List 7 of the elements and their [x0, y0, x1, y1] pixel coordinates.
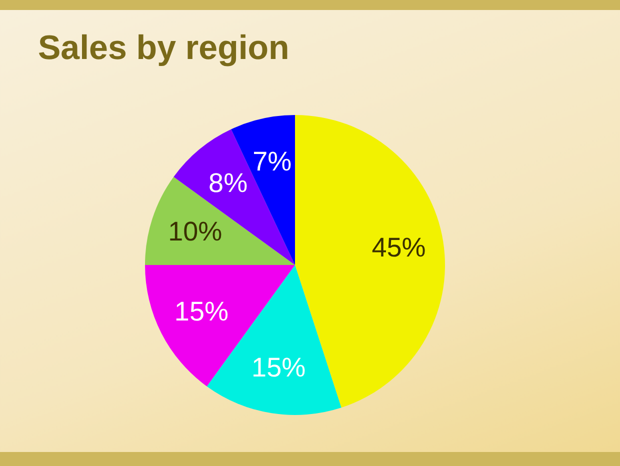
data-label: 7%	[252, 146, 292, 177]
data-label: 10%	[168, 216, 222, 247]
data-label: 15%	[252, 352, 306, 383]
data-label: 15%	[174, 296, 228, 327]
data-label: 45%	[372, 232, 426, 263]
data-label: 8%	[208, 168, 248, 198]
chart-title: Sales by region	[38, 29, 290, 67]
